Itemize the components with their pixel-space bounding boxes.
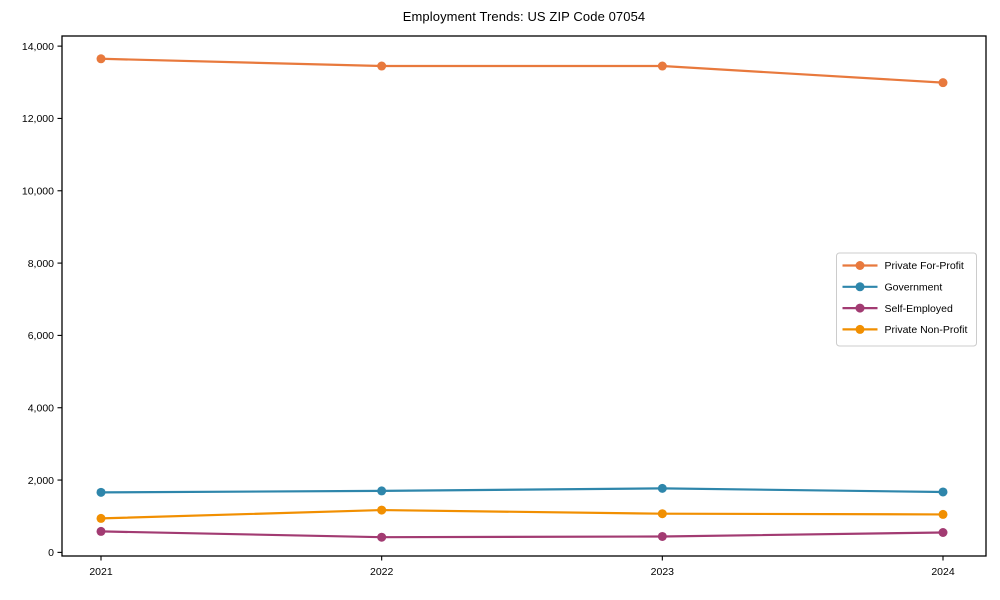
legend: Private For-Profit Government Self-Employe…: [836, 252, 977, 347]
data-point-private-non-profit-2021: [96, 513, 106, 523]
data-point-private-for-profit-2023: [657, 61, 667, 71]
legend-label: Self-Employed: [885, 303, 953, 315]
legend-label: Private Non-Profit: [885, 324, 968, 336]
data-point-private-non-profit-2024: [938, 509, 948, 519]
data-point-private-for-profit-2021: [96, 54, 106, 64]
y-tick-label: 2,000: [28, 475, 54, 487]
y-tick-label: 12,000: [22, 113, 54, 125]
legend-entry-private-for-profit: Private For-Profit: [842, 260, 964, 272]
plot-area: [61, 35, 987, 557]
y-tick-label: 0: [48, 547, 54, 559]
legend-entry-government: Government: [842, 282, 943, 294]
data-point-government-2024: [938, 487, 948, 497]
y-tick-label: 8,000: [28, 258, 54, 270]
legend-label: Private For-Profit: [885, 260, 964, 272]
data-point-self-employed-2024: [938, 527, 948, 537]
data-point-private-for-profit-2024: [938, 78, 948, 88]
y-tick-label: 6,000: [28, 330, 54, 342]
y-tick-label: 10,000: [22, 185, 54, 197]
series-line-private-for-profit: [100, 57, 944, 84]
legend-entry-self-employed: Self-Employed: [842, 303, 953, 315]
legend-marker: [855, 261, 865, 270]
legend-label: Government: [885, 282, 943, 294]
chart-title: Employment Trends: US ZIP Code 07054: [402, 9, 646, 24]
data-point-self-employed-2021: [96, 526, 106, 536]
data-point-private-non-profit-2022: [377, 505, 387, 515]
series-line-self-employed: [100, 530, 944, 539]
x-tick-label: 2022: [370, 566, 394, 578]
data-point-government-2022: [377, 486, 387, 496]
y-tick-label: 14,000: [22, 41, 54, 53]
legend-entry-private-non-profit: Private Non-Profit: [842, 324, 968, 336]
legend-marker: [855, 282, 865, 292]
legend-marker: [855, 303, 865, 313]
data-point-self-employed-2022: [377, 532, 387, 542]
y-tick-label: 4,000: [28, 402, 54, 414]
data-point-self-employed-2023: [657, 531, 667, 541]
data-point-government-2021: [96, 487, 106, 497]
data-point-government-2023: [657, 483, 667, 493]
x-tick-label: 2021: [89, 566, 113, 578]
data-point-private-for-profit-2022: [377, 61, 387, 71]
x-tick-label: 2023: [651, 566, 675, 578]
series-line-private-non-profit: [100, 508, 944, 520]
legend-box: [836, 252, 977, 347]
series-line-government: [100, 487, 944, 494]
legend-marker: [855, 324, 865, 334]
data-point-private-non-profit-2023: [657, 509, 667, 519]
x-tick-label: 2024: [931, 566, 955, 578]
